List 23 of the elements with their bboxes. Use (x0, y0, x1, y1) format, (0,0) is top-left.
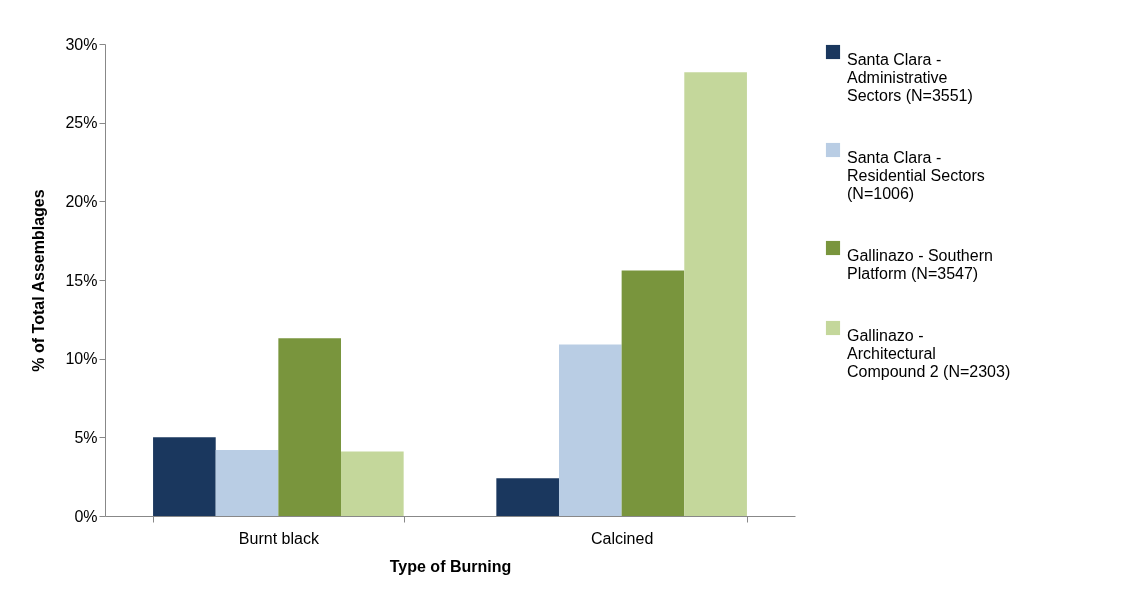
bar (496, 478, 559, 516)
legend-label: Gallinazo - Southern Platform (N=3547) (847, 247, 993, 282)
bar (153, 437, 216, 516)
bar (215, 449, 279, 516)
y-axis-title: % of Total Assemblages (30, 189, 48, 372)
y-tick-label: 10% (65, 350, 98, 368)
bar (341, 451, 404, 516)
legend-label: Santa Clara - Administrative Sectors (N=3551) (847, 51, 973, 104)
x-tick-label: Calcined (591, 529, 654, 547)
legend-label: Gallinazo - Architectural Compound 2 (N=2303) (847, 327, 1011, 380)
y-tick-label: 15% (65, 271, 98, 289)
bar (278, 338, 342, 516)
y-tick-label: 20% (65, 192, 98, 210)
legend-label: Santa Clara - Residential Sectors (N=1006) (847, 149, 985, 202)
x-tick-label: Burnt black (238, 529, 320, 547)
bar (621, 270, 685, 516)
bar (558, 344, 622, 516)
y-tick-label: 5% (74, 428, 98, 446)
bar (684, 72, 747, 516)
y-tick-label: 25% (65, 114, 98, 132)
y-tick-label: 30% (65, 35, 98, 53)
x-axis-title: Type of Burning (389, 557, 512, 575)
y-tick-label: 0% (74, 507, 98, 525)
